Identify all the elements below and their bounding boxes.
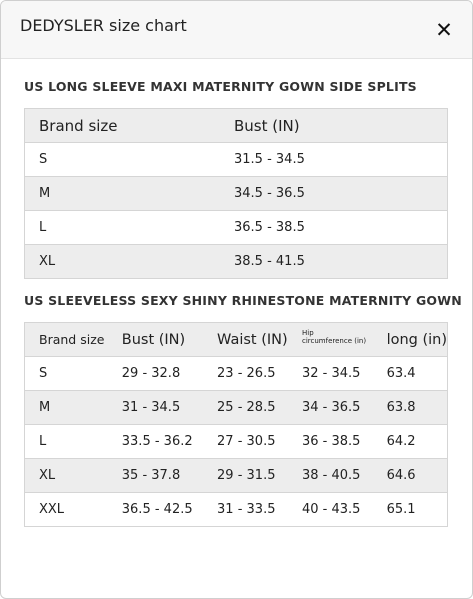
modal-title: DEDYSLER size chart <box>20 16 187 35</box>
table2: Brand size Bust (IN) Waist (IN) Hip circ… <box>24 322 448 527</box>
table-cell: 31.5 - 34.5 <box>234 142 448 177</box>
table-cell: 23 - 26.5 <box>217 356 302 391</box>
table-cell: M <box>24 176 234 211</box>
table-row: XL 35 - 37.8 29 - 31.5 38 - 40.5 64.6 <box>24 458 448 493</box>
table-row: L 36.5 - 38.5 <box>24 210 448 245</box>
header-cell: Bust (IN) <box>234 108 448 143</box>
header-cell-hip: Hip circumference (in) <box>302 322 387 357</box>
table-cell: 29 - 32.8 <box>121 356 218 391</box>
table-cell: 38.5 - 41.5 <box>234 244 448 279</box>
modal-header: DEDYSLER size chart ✕ <box>1 1 472 59</box>
table-row: XL 38.5 - 41.5 <box>24 244 448 279</box>
table-cell: 35 - 37.8 <box>121 458 218 493</box>
table-cell: 34 - 36.5 <box>302 390 387 425</box>
table-cell: 64.2 <box>386 424 448 459</box>
table-row: XXL 36.5 - 42.5 31 - 33.5 40 - 43.5 65.1 <box>24 492 448 527</box>
table1-title: US LONG SLEEVE MAXI MATERNITY GOWN SIDE … <box>24 79 417 94</box>
table-header-row: Brand size Bust (IN) Waist (IN) Hip circ… <box>24 322 448 357</box>
header-cell: long (in) <box>386 322 448 357</box>
table-cell: L <box>24 424 122 459</box>
table-row: S 31.5 - 34.5 <box>24 142 448 177</box>
table-cell: 64.6 <box>386 458 448 493</box>
table-cell: 29 - 31.5 <box>217 458 302 493</box>
table-header-row: Brand size Bust (IN) <box>24 108 448 143</box>
table-cell: 65.1 <box>386 492 448 527</box>
hip-header-label: Hip circumference (in) <box>302 329 366 345</box>
table-cell: 36.5 - 42.5 <box>121 492 218 527</box>
table-cell: 36.5 - 38.5 <box>234 210 448 245</box>
table-cell: 36 - 38.5 <box>302 424 387 459</box>
table-cell: 33.5 - 36.2 <box>121 424 218 459</box>
table-cell: 40 - 43.5 <box>302 492 387 527</box>
table-row: M 34.5 - 36.5 <box>24 176 448 211</box>
table1: Brand size Bust (IN) S 31.5 - 34.5 M 34.… <box>24 108 448 279</box>
table-cell: 27 - 30.5 <box>217 424 302 459</box>
table-cell: XL <box>24 458 122 493</box>
header-cell: Bust (IN) <box>121 322 218 357</box>
table-cell: 38 - 40.5 <box>302 458 387 493</box>
table-cell: M <box>24 390 122 425</box>
table-row: M 31 - 34.5 25 - 28.5 34 - 36.5 63.8 <box>24 390 448 425</box>
table-cell: S <box>24 142 234 177</box>
table-cell: XL <box>24 244 234 279</box>
table-cell: 32 - 34.5 <box>302 356 387 391</box>
table-cell: S <box>24 356 122 391</box>
table-cell: 63.4 <box>386 356 448 391</box>
table-cell: 34.5 - 36.5 <box>234 176 448 211</box>
table-cell: L <box>24 210 234 245</box>
header-cell: Brand size <box>24 108 234 143</box>
hip-header-line: Hip <box>302 328 314 337</box>
hip-header-line: circumference (in) <box>302 336 367 345</box>
close-icon[interactable]: ✕ <box>435 18 453 42</box>
table-cell: 31 - 33.5 <box>217 492 302 527</box>
table-cell: 25 - 28.5 <box>217 390 302 425</box>
header-cell: Waist (IN) <box>217 322 302 357</box>
table-row: S 29 - 32.8 23 - 26.5 32 - 34.5 63.4 <box>24 356 448 391</box>
table-cell: XXL <box>24 492 122 527</box>
table-cell: 31 - 34.5 <box>121 390 218 425</box>
header-cell: Brand size <box>24 322 122 357</box>
table2-title: US SLEEVELESS SEXY SHINY RHINESTONE MATE… <box>24 293 462 308</box>
table-cell: 63.8 <box>386 390 448 425</box>
table-row: L 33.5 - 36.2 27 - 30.5 36 - 38.5 64.2 <box>24 424 448 459</box>
